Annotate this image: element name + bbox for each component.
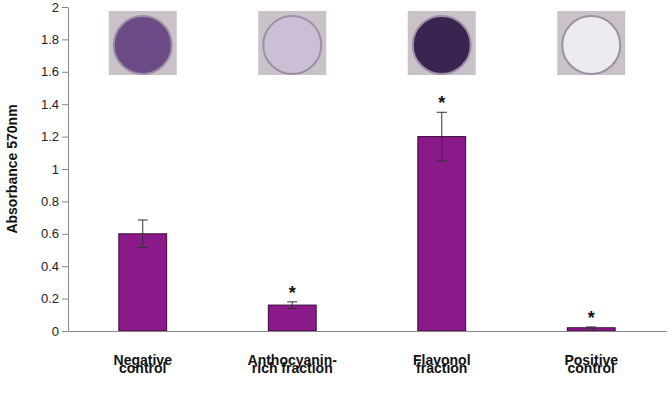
- well-photo: [557, 11, 625, 75]
- y-tick-label: 0.2: [41, 291, 59, 306]
- y-tick-mark: [62, 137, 68, 138]
- well-photo-bg: [557, 11, 625, 75]
- x-tick-label: Positivecontrol: [564, 352, 618, 376]
- x-tick: Positivecontrol: [564, 331, 618, 376]
- x-tick: Negativecontrol: [114, 331, 173, 376]
- y-tick-label: 1.4: [41, 97, 59, 112]
- y-tick-mark: [62, 169, 68, 170]
- y-tick-label: 2: [52, 0, 59, 15]
- well-photo-bg: [408, 11, 476, 75]
- y-tick-mark: [62, 72, 68, 73]
- bar: [119, 234, 167, 331]
- x-tick: Anthocyanin-rich fraction: [248, 331, 338, 376]
- x-axis-line: [69, 331, 667, 332]
- error-bar-stem: [142, 220, 143, 248]
- y-tick-mark: [62, 299, 68, 300]
- bar: [418, 137, 466, 331]
- well-photo-well: [562, 16, 620, 74]
- y-tick-label: 1.8: [41, 32, 59, 47]
- y-tick: 1.2: [41, 129, 68, 144]
- y-tick-label: 0.8: [41, 194, 59, 209]
- well-photo: [109, 11, 177, 75]
- y-tick-mark: [62, 201, 68, 202]
- y-tick: 1.8: [41, 32, 68, 47]
- significance-marker: *: [588, 308, 595, 328]
- y-tick-mark: [62, 331, 68, 332]
- y-tick-label: 1.2: [41, 129, 59, 144]
- well-photo: [408, 11, 476, 75]
- y-tick-label: 1.6: [41, 64, 59, 79]
- y-tick: 0.2: [41, 291, 68, 306]
- chart-container: 0 0.2 0.4 0.6 0.8 1 1.2 1.4 1.6 1.8 2 Negativecontr…: [0, 0, 672, 393]
- y-tick-mark: [62, 104, 68, 105]
- y-tick: 0.4: [41, 259, 68, 274]
- y-axis-line: [68, 8, 69, 332]
- y-tick-label: 0: [52, 324, 59, 339]
- bar: [567, 328, 615, 331]
- well-photo-well: [114, 16, 172, 74]
- x-tick-label: Negativecontrol: [114, 352, 173, 376]
- error-bar: [437, 112, 447, 161]
- chart-svg: 0 0.2 0.4 0.6 0.8 1 1.2 1.4 1.6 1.8 2 Negativecontr…: [0, 0, 672, 393]
- error-bar-cap: [287, 308, 297, 309]
- well-photo-bg: [258, 11, 326, 75]
- significance-marker: *: [438, 93, 445, 113]
- error-bar-cap: [138, 220, 148, 221]
- well-photos: [109, 11, 626, 75]
- error-bar-cap: [437, 160, 447, 161]
- error-bar-cap: [138, 247, 148, 248]
- y-tick: 0.6: [41, 226, 68, 241]
- y-tick-mark: [62, 234, 68, 235]
- bar: [268, 305, 316, 331]
- y-tick-label: 0.4: [41, 259, 59, 274]
- y-tick: 1.6: [41, 64, 68, 79]
- y-tick-label: 1: [52, 162, 59, 177]
- error-bar: [138, 220, 148, 248]
- y-tick: 1.4: [41, 97, 68, 112]
- well-photo-well: [413, 16, 471, 74]
- y-tick: 2: [52, 0, 68, 15]
- y-tick: 1: [52, 162, 68, 177]
- x-tick: Flavonolfraction: [413, 331, 471, 376]
- significance-marker: *: [289, 283, 296, 303]
- y-tick-mark: [62, 266, 68, 267]
- error-bar-stem: [441, 112, 442, 161]
- y-tick: 0.8: [41, 194, 68, 209]
- y-axis: 0 0.2 0.4 0.6 0.8 1 1.2 1.4 1.6 1.8 2: [41, 0, 69, 339]
- well-photo-well: [263, 16, 321, 74]
- y-tick: 0: [52, 324, 68, 339]
- annotations: * * *: [289, 93, 595, 328]
- bars: [119, 112, 615, 331]
- y-axis-title: Absorbance 570nm: [4, 104, 20, 233]
- x-tick-label: Flavonolfraction: [413, 352, 471, 376]
- y-tick-label: 0.6: [41, 226, 59, 241]
- y-tick-mark: [62, 39, 68, 40]
- x-axis: Negativecontrol Anthocyanin-rich fraction…: [69, 331, 667, 376]
- well-photo-bg: [109, 11, 177, 75]
- error-bar-cap: [586, 328, 596, 329]
- x-tick-label: Anthocyanin-rich fraction: [248, 352, 338, 376]
- well-photo: [258, 11, 326, 75]
- plot-area: 0 0.2 0.4 0.6 0.8 1 1.2 1.4 1.6 1.8 2 Negativecontr…: [41, 0, 667, 376]
- y-tick-mark: [62, 7, 68, 8]
